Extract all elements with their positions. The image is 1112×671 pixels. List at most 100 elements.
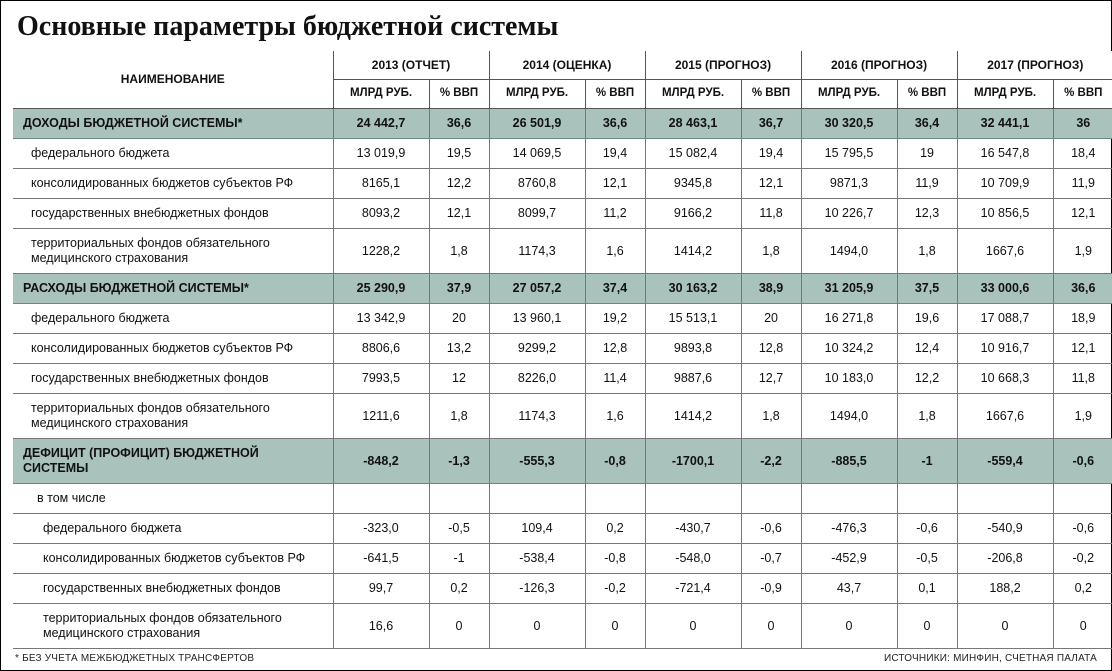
- row-label: территориальных фондов обязательного мед…: [13, 229, 333, 274]
- cell-value: 10 183,0: [801, 364, 897, 394]
- cell-pct: 0: [741, 604, 801, 649]
- page-title: Основные параметры бюджетной системы: [17, 11, 1099, 43]
- col-header-year: 2017 (ПРОГНОЗ): [957, 51, 1112, 80]
- cell-pct: 12,4: [897, 334, 957, 364]
- cell-pct: 1,8: [897, 394, 957, 439]
- cell-pct: 1,6: [585, 229, 645, 274]
- cell-pct: 0: [897, 604, 957, 649]
- col-subheader-value: МЛРД РУБ.: [333, 80, 429, 109]
- cell-value: 10 856,5: [957, 199, 1053, 229]
- cell-pct: 11,8: [1053, 364, 1112, 394]
- cell-pct: 11,2: [585, 199, 645, 229]
- table-row: государственных внебюджетных фондов 7993…: [13, 364, 1112, 394]
- footer: * БЕЗ УЧЕТА МЕЖБЮДЖЕТНЫХ ТРАНСФЕРТОВ ИСТ…: [13, 653, 1099, 664]
- col-subheader-pct: % ВВП: [741, 80, 801, 109]
- table-row: федерального бюджета 13 342,9 2013 960,1…: [13, 304, 1112, 334]
- col-header-name: НАИМЕНОВАНИЕ: [13, 51, 333, 109]
- cell-pct: 0: [585, 604, 645, 649]
- cell-value: 26 501,9: [489, 109, 585, 139]
- cell-pct: 0,1: [897, 574, 957, 604]
- cell-pct: -0,2: [585, 574, 645, 604]
- cell-value: 10 916,7: [957, 334, 1053, 364]
- cell-value: 1211,6: [333, 394, 429, 439]
- cell-pct: 36,6: [1053, 274, 1112, 304]
- section-title: РАСХОДЫ БЮДЖЕТНОЙ СИСТЕМЫ*: [13, 274, 333, 304]
- cell-value: 13 342,9: [333, 304, 429, 334]
- header-row-years: НАИМЕНОВАНИЕ2013 (ОТЧЕТ)2014 (ОЦЕНКА)201…: [13, 51, 1112, 80]
- table-body: ДОХОДЫ БЮДЖЕТНОЙ СИСТЕМЫ* 24 442,7 36,62…: [13, 109, 1112, 649]
- table-row: территориальных фондов обязательного мед…: [13, 604, 1112, 649]
- cell-value: -323,0: [333, 514, 429, 544]
- cell-value: 10 668,3: [957, 364, 1053, 394]
- cell-value: 33 000,6: [957, 274, 1053, 304]
- cell-empty: [585, 484, 645, 514]
- row-label: консолидированных бюджетов субъектов РФ: [13, 169, 333, 199]
- table-row: консолидированных бюджетов субъектов РФ …: [13, 169, 1112, 199]
- cell-pct: -1,3: [429, 439, 489, 484]
- cell-pct: 11,8: [741, 199, 801, 229]
- cell-value: -559,4: [957, 439, 1053, 484]
- cell-pct: -0,6: [897, 514, 957, 544]
- cell-pct: 1,8: [741, 394, 801, 439]
- col-subheader-pct: % ВВП: [897, 80, 957, 109]
- cell-pct: 37,5: [897, 274, 957, 304]
- cell-pct: 36,4: [897, 109, 957, 139]
- cell-value: 8093,2: [333, 199, 429, 229]
- cell-value: 1667,6: [957, 394, 1053, 439]
- cell-value: 1494,0: [801, 229, 897, 274]
- row-label: территориальных фондов обязательного мед…: [13, 394, 333, 439]
- cell-pct: -0,8: [585, 439, 645, 484]
- cell-pct: 0,2: [429, 574, 489, 604]
- col-header-year: 2014 (ОЦЕНКА): [489, 51, 645, 80]
- cell-value: 1174,3: [489, 229, 585, 274]
- cell-value: -885,5: [801, 439, 897, 484]
- cell-value: 1494,0: [801, 394, 897, 439]
- cell-value: 27 057,2: [489, 274, 585, 304]
- cell-value: -538,4: [489, 544, 585, 574]
- cell-value: 8099,7: [489, 199, 585, 229]
- table-row: территориальных фондов обязательного мед…: [13, 229, 1112, 274]
- cell-value: 7993,5: [333, 364, 429, 394]
- cell-value: 31 205,9: [801, 274, 897, 304]
- table-row: федерального бюджета -323,0 -0,5109,4 0,…: [13, 514, 1112, 544]
- cell-empty: [645, 484, 741, 514]
- cell-pct: 1,8: [897, 229, 957, 274]
- cell-value: 13 019,9: [333, 139, 429, 169]
- cell-value: 25 290,9: [333, 274, 429, 304]
- cell-pct: 18,4: [1053, 139, 1112, 169]
- cell-value: 0: [645, 604, 741, 649]
- cell-value: -430,7: [645, 514, 741, 544]
- table-row: территориальных фондов обязательного мед…: [13, 394, 1112, 439]
- cell-value: 32 441,1: [957, 109, 1053, 139]
- cell-pct: 12,1: [1053, 199, 1112, 229]
- cell-value: 15 513,1: [645, 304, 741, 334]
- cell-empty: [333, 484, 429, 514]
- cell-pct: 36,6: [429, 109, 489, 139]
- cell-value: 8165,1: [333, 169, 429, 199]
- budget-table: НАИМЕНОВАНИЕ2013 (ОТЧЕТ)2014 (ОЦЕНКА)201…: [13, 51, 1112, 649]
- cell-pct: -0,5: [897, 544, 957, 574]
- cell-pct: 12,1: [585, 169, 645, 199]
- cell-pct: 19,4: [741, 139, 801, 169]
- cell-empty: [897, 484, 957, 514]
- cell-pct: 11,4: [585, 364, 645, 394]
- col-subheader-pct: % ВВП: [1053, 80, 1112, 109]
- cell-pct: 1,8: [429, 229, 489, 274]
- row-label: федерального бюджета: [13, 139, 333, 169]
- table-row: консолидированных бюджетов субъектов РФ …: [13, 544, 1112, 574]
- cell-value: 0: [801, 604, 897, 649]
- cell-value: 16,6: [333, 604, 429, 649]
- cell-pct: -0,6: [1053, 439, 1112, 484]
- cell-value: -721,4: [645, 574, 741, 604]
- cell-pct: 36: [1053, 109, 1112, 139]
- cell-value: 9345,8: [645, 169, 741, 199]
- row-label: государственных внебюджетных фондов: [13, 199, 333, 229]
- cell-pct: 11,9: [1053, 169, 1112, 199]
- cell-pct: 20: [741, 304, 801, 334]
- cell-pct: -1: [897, 439, 957, 484]
- cell-pct: -1: [429, 544, 489, 574]
- cell-pct: 12,2: [429, 169, 489, 199]
- row-label: государственных внебюджетных фондов: [13, 574, 333, 604]
- cell-pct: 0: [1053, 604, 1112, 649]
- col-subheader-pct: % ВВП: [585, 80, 645, 109]
